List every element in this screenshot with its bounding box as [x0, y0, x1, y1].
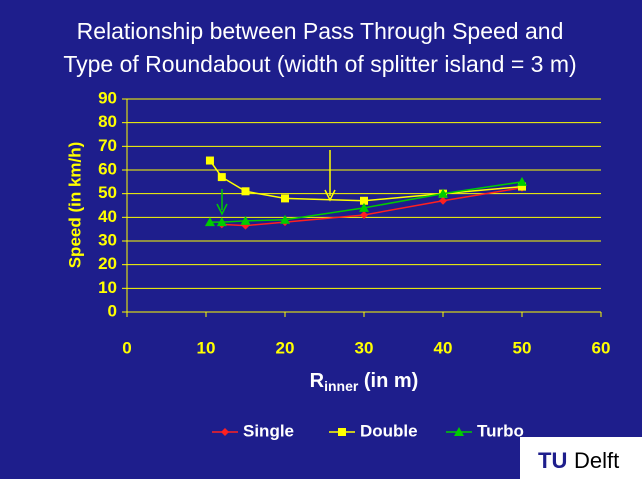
y-tick-label: 30 — [98, 230, 117, 249]
series-line — [221, 187, 523, 227]
marker — [221, 428, 229, 436]
x-tick-label: 50 — [513, 338, 532, 357]
logo-tu: TU — [538, 448, 567, 473]
x-tick-label: 20 — [276, 338, 295, 357]
marker — [518, 182, 526, 191]
legend-label: Single — [243, 421, 294, 440]
x-tick-label: 0 — [122, 338, 131, 357]
marker — [216, 217, 227, 227]
marker — [240, 215, 251, 225]
y-tick-label: 10 — [98, 278, 117, 297]
x-tick-label: 60 — [592, 338, 611, 357]
marker — [360, 210, 368, 219]
marker — [338, 428, 346, 436]
marker — [359, 202, 369, 212]
y-tick-label: 60 — [98, 159, 117, 178]
x-label-sub: inner — [324, 378, 359, 394]
logo-delft: Delft — [574, 448, 619, 473]
y-tick-label: 70 — [98, 136, 117, 155]
title-line: Relationship between Pass Through Speed … — [77, 18, 564, 44]
logo-box — [520, 437, 642, 479]
marker — [217, 173, 226, 182]
title-line: Type of Roundabout (width of splitter is… — [63, 51, 576, 77]
y-tick-label: 20 — [98, 254, 117, 273]
marker — [281, 194, 289, 203]
y-tick-label: 50 — [98, 183, 117, 202]
legend-label: Double — [360, 421, 418, 440]
y-axis-label: Speed (in km/h) — [65, 142, 84, 269]
marker — [241, 187, 250, 196]
marker — [517, 176, 527, 186]
x-tick-label: 30 — [355, 338, 374, 357]
legend-label: Turbo — [477, 421, 524, 440]
y-tick-label: 0 — [108, 301, 117, 320]
marker — [360, 196, 368, 205]
x-label-rest: (in m) — [358, 370, 418, 392]
y-tick-label: 80 — [98, 112, 117, 131]
arrow-head — [324, 189, 336, 202]
x-axis-label: Rinner (in m) — [310, 370, 419, 393]
marker — [205, 156, 214, 165]
x-label-main: R — [310, 370, 325, 392]
y-tick-label: 90 — [98, 88, 117, 107]
arrow-head — [216, 203, 228, 216]
marker — [204, 217, 215, 227]
marker — [280, 214, 290, 224]
y-tick-label: 40 — [98, 207, 117, 226]
x-tick-label: 40 — [434, 338, 453, 357]
x-tick-label: 10 — [197, 338, 216, 357]
marker — [439, 196, 447, 205]
marker — [438, 188, 448, 198]
plot: 0 10 20 30 40 50 60 70 80 90 0 10 20 30 40 50 60 Single Do… — [98, 88, 610, 440]
marker — [454, 427, 464, 436]
